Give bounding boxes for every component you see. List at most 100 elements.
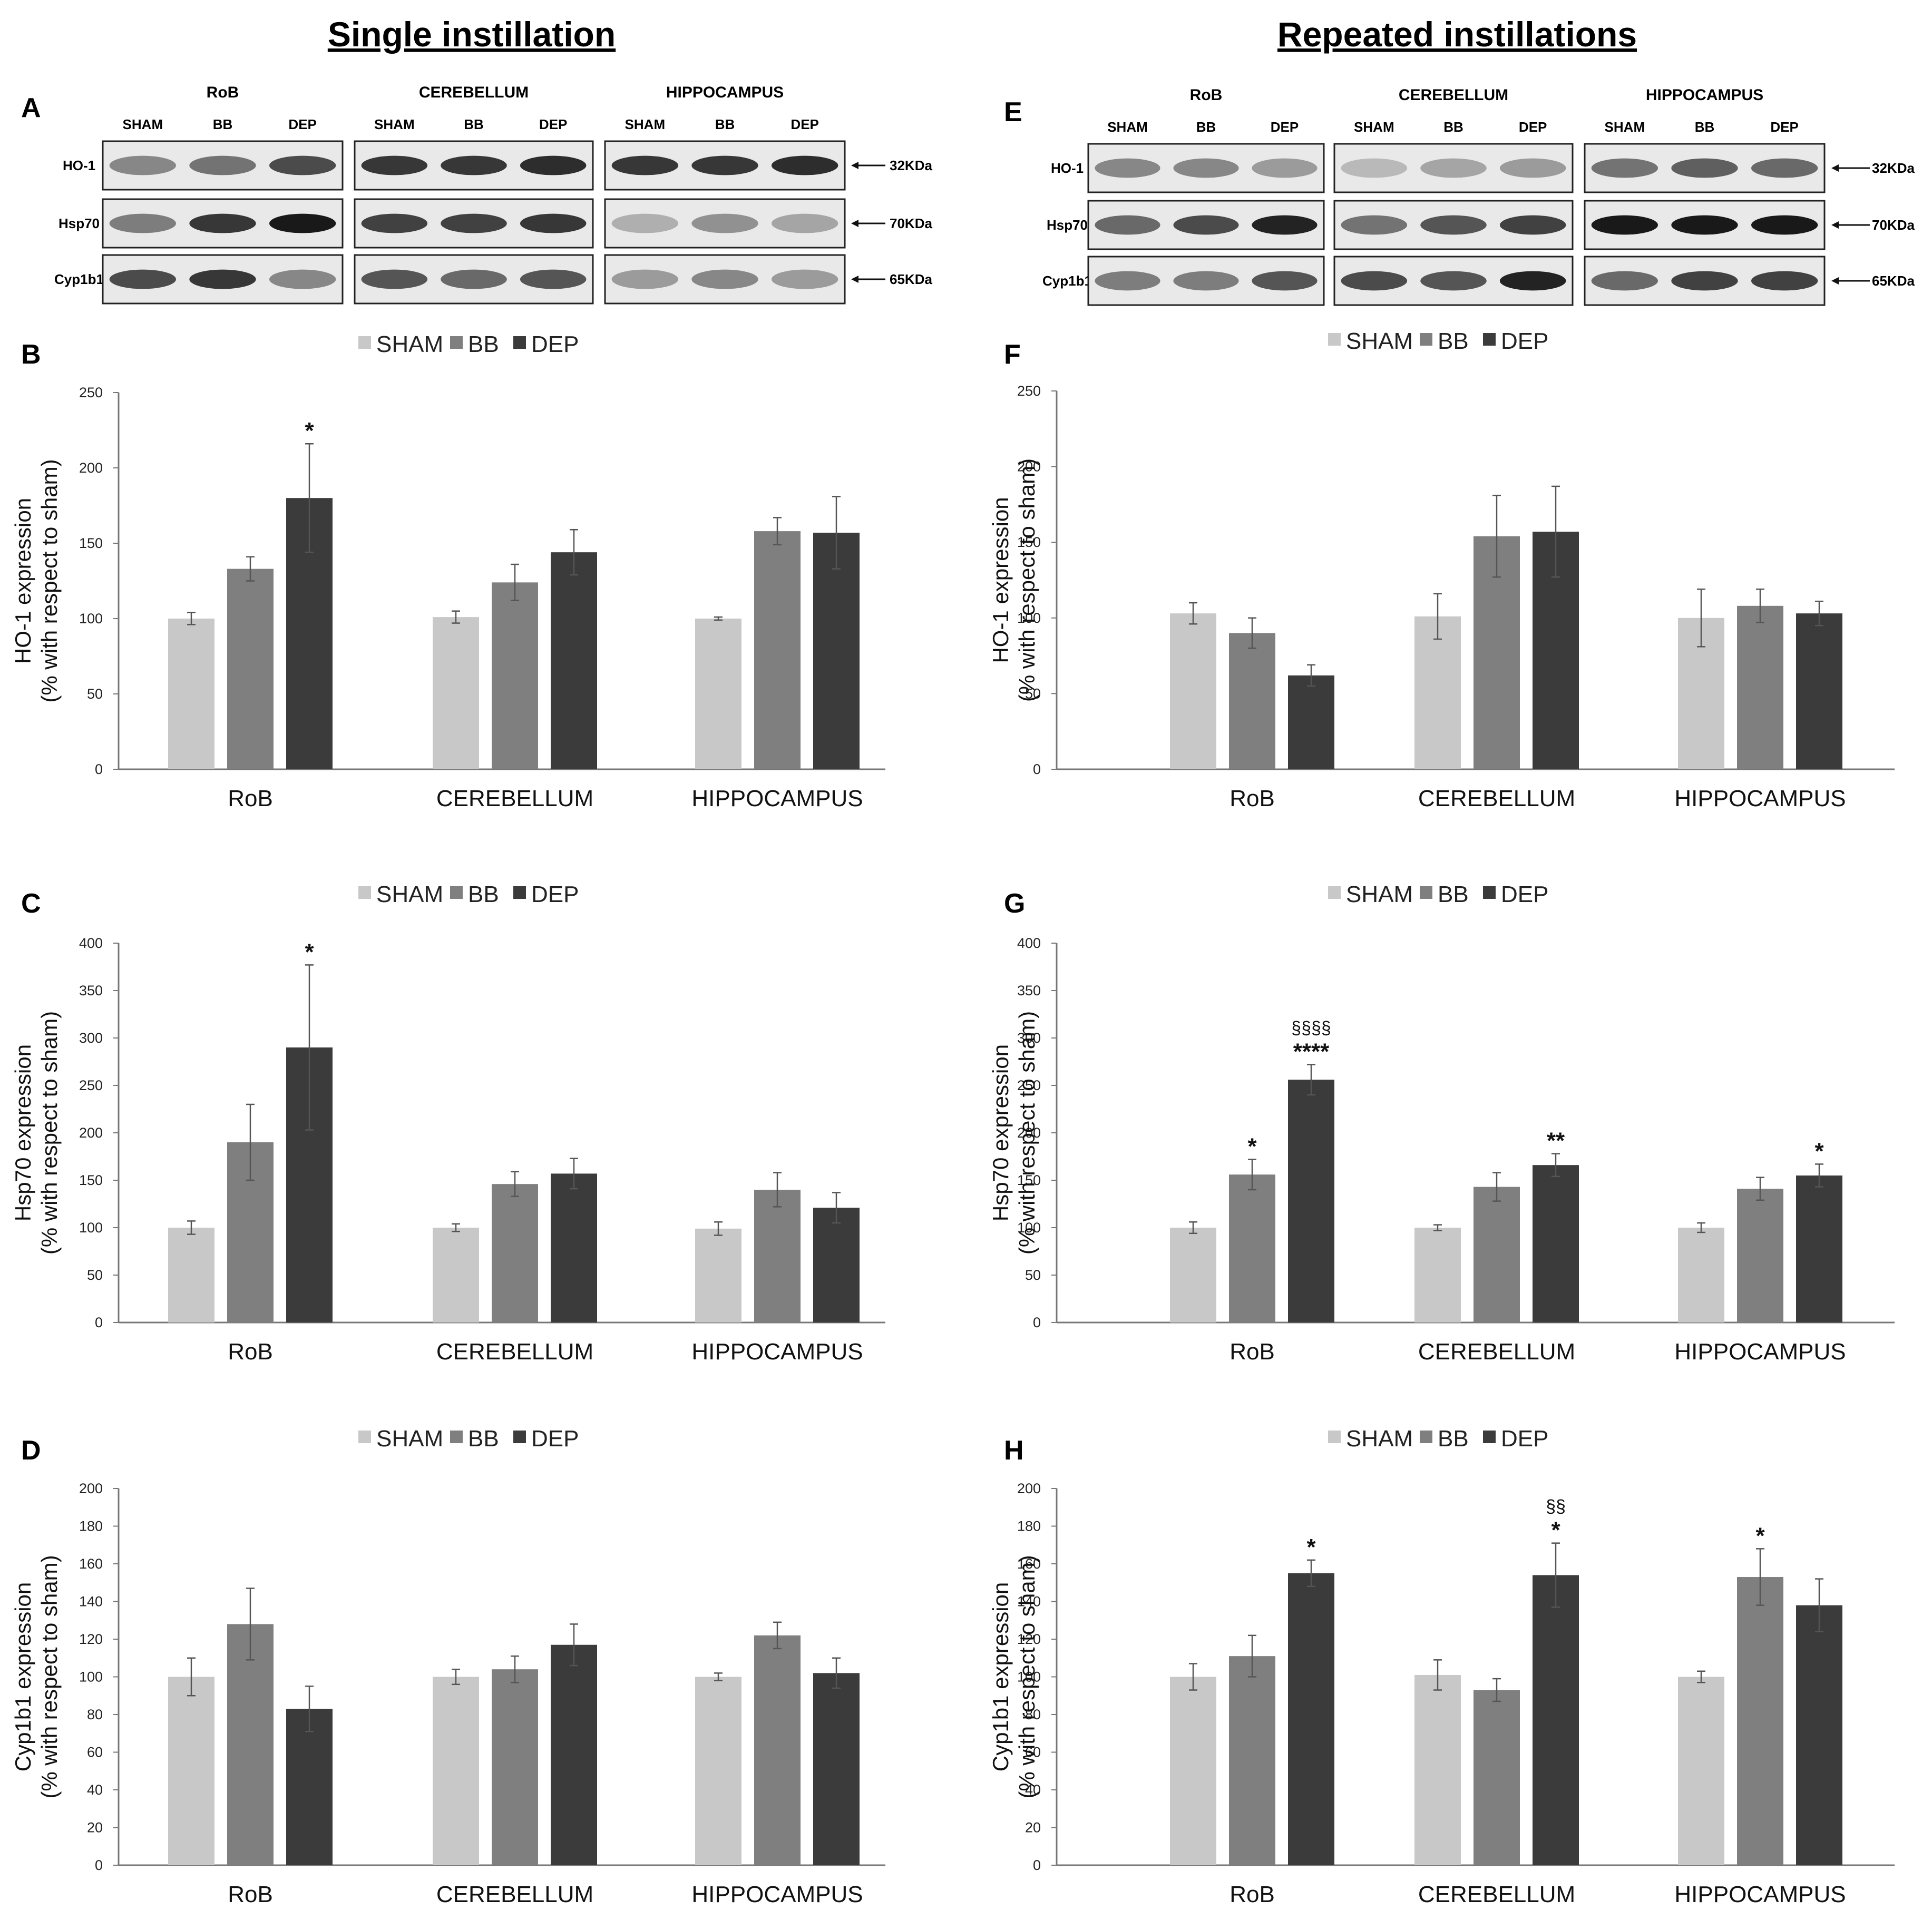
y-axis-title: Cyp1b1 expression(% with respect to sham… bbox=[11, 1555, 62, 1798]
blot-band bbox=[1591, 158, 1658, 178]
legend-swatch bbox=[450, 1431, 463, 1443]
blot-band bbox=[189, 213, 256, 233]
legend-swatch bbox=[1420, 333, 1432, 346]
blot-protein-label: Cyp1b1 bbox=[1042, 273, 1092, 289]
size-arrowhead bbox=[851, 220, 858, 227]
chart-panel-g: G SHAM BB DEP 0 50 100 150 200 250 300 350 400 Hsp70 … bbox=[988, 881, 1895, 1365]
blot-band bbox=[1751, 271, 1818, 291]
size-arrowhead bbox=[1831, 164, 1839, 172]
y-tick-label: 50 bbox=[87, 1267, 103, 1283]
blot-band bbox=[1420, 215, 1487, 235]
blot-band bbox=[1499, 215, 1566, 235]
bar-sham bbox=[695, 1228, 741, 1323]
y-tick-label: 250 bbox=[1017, 1077, 1041, 1093]
blot-band bbox=[1252, 271, 1318, 291]
bar-charts: B SHAM BB DEP 0 50 100 150 200 250 HO-1 expression… bbox=[11, 328, 1895, 1907]
legend-label: SHAM bbox=[1346, 881, 1413, 907]
legend-label: DEP bbox=[1501, 328, 1548, 354]
legend: SHAM BB DEP bbox=[358, 881, 579, 907]
blot-band bbox=[1499, 271, 1566, 291]
blot-tissue-header: RoB bbox=[1190, 86, 1223, 104]
x-category-label: RoB bbox=[1230, 1339, 1275, 1365]
y-tick-label: 40 bbox=[1025, 1782, 1041, 1798]
legend-label: SHAM bbox=[376, 331, 443, 357]
molecular-weight-label: 65KDa bbox=[1872, 273, 1915, 289]
panel-letter: B bbox=[21, 339, 41, 370]
blot-band bbox=[1095, 215, 1160, 235]
x-category-label: CEREBELLUM bbox=[436, 786, 593, 811]
blot-band bbox=[441, 155, 507, 175]
y-tick-label: 300 bbox=[1017, 1030, 1041, 1046]
bar-dep bbox=[1796, 1605, 1842, 1865]
chart-panel-h: H SHAM BB DEP 0 20 40 60 80 100 120 140 160 180 200 Cyp… bbox=[988, 1426, 1895, 1907]
y-tick-label: 150 bbox=[79, 535, 103, 551]
y-tick-label: 400 bbox=[79, 935, 103, 951]
y-axis-title: Hsp70 expression(% with respect to sham) bbox=[11, 1011, 62, 1255]
bar-bb bbox=[227, 569, 274, 769]
legend: SHAM BB DEP bbox=[358, 1426, 579, 1452]
legend-label: SHAM bbox=[1346, 328, 1413, 354]
bar-sham bbox=[1170, 1228, 1216, 1323]
x-category-label: HIPPOCAMPUS bbox=[691, 786, 863, 811]
legend: SHAM BB DEP bbox=[1328, 328, 1548, 354]
blot-band bbox=[611, 155, 679, 175]
y-tick-label: 50 bbox=[1025, 1267, 1041, 1283]
y-axis-title: HO-1 expression(% with respect to sham) bbox=[11, 459, 62, 702]
legend-swatch bbox=[358, 336, 371, 349]
bar-bb bbox=[1229, 633, 1275, 769]
blot-lane-label: BB bbox=[1196, 119, 1216, 135]
panel-letter: E bbox=[1004, 97, 1022, 128]
bar-dep bbox=[1533, 1575, 1579, 1865]
bar-dep bbox=[286, 1709, 333, 1865]
blot-band bbox=[611, 269, 679, 289]
panel-letter: D bbox=[21, 1435, 41, 1466]
blot-band bbox=[1252, 215, 1318, 235]
panel-letter: G bbox=[1004, 888, 1025, 919]
significance-marker: * bbox=[305, 418, 314, 444]
blot-lane-label: DEP bbox=[1519, 119, 1547, 135]
blot-lane-label: BB bbox=[715, 116, 735, 132]
y-axis-title: HO-1 expression(% with respect to sham) bbox=[988, 458, 1039, 702]
blot-panel-e: E RoB SHAM BB DEP CEREBELLUM SHAM BB DEP HIPPOCAM… bbox=[1004, 86, 1915, 306]
bar-sham bbox=[1414, 1674, 1461, 1865]
x-category-label: HIPPOCAMPUS bbox=[1674, 1339, 1846, 1365]
y-tick-label: 160 bbox=[1017, 1556, 1041, 1572]
blot-band bbox=[1095, 158, 1160, 178]
blot-lane-label: SHAM bbox=[1354, 119, 1394, 135]
blot-band bbox=[1341, 215, 1408, 235]
y-tick-label: 80 bbox=[87, 1707, 103, 1722]
blot-band bbox=[361, 155, 428, 175]
blot-band bbox=[189, 155, 256, 175]
column-title-repeated: Repeated instillations bbox=[1277, 15, 1637, 54]
blot-band bbox=[1173, 271, 1239, 291]
panel-letter: H bbox=[1004, 1435, 1024, 1466]
blot-band bbox=[520, 269, 587, 289]
blot-lane-label: DEP bbox=[1770, 119, 1798, 135]
blot-tissue-header: HIPPOCAMPUS bbox=[666, 84, 784, 101]
y-tick-label: 200 bbox=[79, 460, 103, 476]
y-tick-label: 150 bbox=[1017, 1172, 1041, 1188]
legend-swatch bbox=[1420, 1431, 1432, 1443]
legend-label: DEP bbox=[531, 331, 579, 357]
y-tick-label: 50 bbox=[87, 686, 103, 702]
bar-dep bbox=[551, 1173, 597, 1323]
y-tick-label: 0 bbox=[1033, 761, 1041, 777]
blot-band bbox=[1671, 271, 1738, 291]
legend-swatch bbox=[1328, 333, 1341, 346]
x-category-label: CEREBELLUM bbox=[1418, 1339, 1575, 1365]
blot-band bbox=[1591, 271, 1658, 291]
blot-band bbox=[441, 269, 507, 289]
blot-lane-label: SHAM bbox=[374, 116, 415, 132]
legend: SHAM BB DEP bbox=[1328, 881, 1548, 907]
bar-sham bbox=[1170, 613, 1216, 769]
bar-dep bbox=[551, 1644, 597, 1865]
blot-protein-label: HO-1 bbox=[63, 158, 95, 173]
blot-band bbox=[520, 213, 587, 233]
molecular-weight-label: 70KDa bbox=[890, 215, 932, 231]
x-category-label: RoB bbox=[228, 786, 273, 811]
bar-sham bbox=[1678, 1228, 1724, 1323]
blot-band bbox=[611, 213, 679, 233]
y-tick-label: 100 bbox=[1017, 1220, 1041, 1236]
